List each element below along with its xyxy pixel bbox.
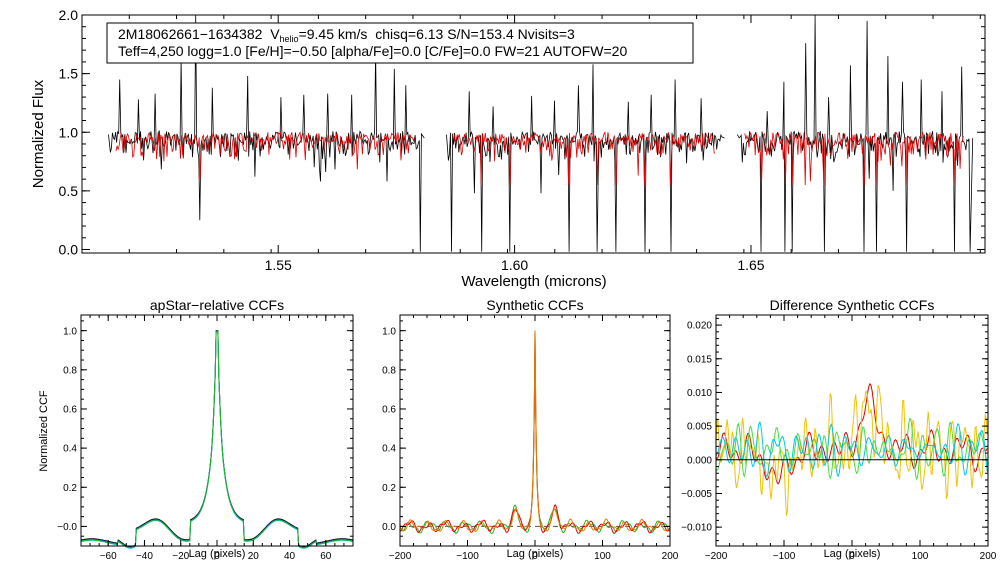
synthetic-ccf-x-tick-label: 200 xyxy=(662,551,679,562)
spectrum-observed-line xyxy=(446,64,725,252)
synthetic-ccf-series-line xyxy=(399,330,671,532)
apstar-ccf-x-tick-label: 20 xyxy=(248,551,260,562)
difference-ccf-y-tick-label: −0.005 xyxy=(681,489,712,500)
info-box-border xyxy=(106,22,694,64)
synthetic-ccf-title: Synthetic CCFs xyxy=(486,297,583,313)
apstar-ccf-y-tick-label: −0.0 xyxy=(57,522,77,533)
difference-ccf-y-tick-label: 0.015 xyxy=(687,354,712,365)
info-star-id: 2M18062661−1634382 xyxy=(118,26,263,42)
difference-ccf-x-tick-label: 200 xyxy=(980,551,997,562)
spectrum-y-tick-label: 1.0 xyxy=(59,124,79,140)
apstar-ccf-x-tick-label: −60 xyxy=(100,551,117,562)
apstar-ccf-x-tick-label: −40 xyxy=(136,551,153,562)
synthetic-ccf-y-tick-label: 0.0 xyxy=(382,522,396,533)
synthetic-ccf-ticks: −200 −100 0 100 200 0.0 0.2 0.4 0.6 0.8 1.0 xyxy=(382,315,679,562)
synthetic-ccf-panel: Synthetic CCFs −200 −100 0 100 200 0.0 0.2 0.4 0… xyxy=(382,297,679,562)
apstar-ccf-x-tick-label: 60 xyxy=(320,551,332,562)
synthetic-ccf-x-axis-label: Lag (pixels) xyxy=(507,548,564,560)
info-vhelio-prefix: V xyxy=(270,26,280,42)
apstar-ccf-series-line xyxy=(80,331,354,549)
apstar-ccf-x-tick-label: −20 xyxy=(172,551,189,562)
spectrum-x-axis-label: Wavelength (microns) xyxy=(461,273,606,290)
difference-ccf-x-tick-label: −100 xyxy=(773,551,796,562)
spectrum-y-tick-label: 0.5 xyxy=(59,183,79,199)
spectrum-curves xyxy=(108,14,974,252)
synthetic-ccf-x-tick-label: 100 xyxy=(594,551,611,562)
synthetic-ccf-y-tick-label: 0.2 xyxy=(382,483,396,494)
spectrum-y-tick-label: 1.5 xyxy=(59,66,79,82)
difference-ccf-panel: Difference Synthetic CCFs −200 −100 0 100 20… xyxy=(681,297,997,562)
spectrum-plot-frame xyxy=(81,14,986,254)
spectrum-y-tick-label: 0.0 xyxy=(59,242,79,258)
apstar-ccf-y-tick-label: 0.2 xyxy=(63,483,77,494)
apstar-ccf-title: apStar−relative CCFs xyxy=(150,297,284,313)
difference-ccf-x-tick-label: 0 xyxy=(849,551,855,562)
apstar-ccf-ticks: −60 −40 −20 0 20 40 60 −0.0 0.2 0.4 0.6 0.8 1.0 xyxy=(57,315,354,562)
difference-ccf-y-tick-label: 0.010 xyxy=(687,388,712,399)
info-stats: chisq=6.13 S/N=153.4 Nvisits=3 xyxy=(375,26,575,42)
spectrum-x-tick-label: 1.60 xyxy=(501,257,528,273)
info-vhelio-subscript: helio xyxy=(280,34,299,44)
synthetic-ccf-y-tick-label: 0.8 xyxy=(382,365,396,376)
info-vhelio-value: =9.45 km/s xyxy=(299,26,368,42)
spectrum-y-tick-label: 2.0 xyxy=(59,7,79,23)
difference-ccf-y-tick-label: 0.020 xyxy=(687,321,712,332)
difference-ccf-title: Difference Synthetic CCFs xyxy=(770,297,935,313)
difference-ccf-series-line xyxy=(715,417,988,481)
difference-ccf-y-tick-label: 0.005 xyxy=(687,422,712,433)
info-line-2: Teff=4,250 logg=1.0 [Fe/H]=−0.50 [alpha/… xyxy=(118,43,627,59)
spectrum-x-tick-label: 1.65 xyxy=(737,257,764,273)
difference-ccf-y-tick-label: −0.010 xyxy=(681,523,712,534)
spectrum-model-line xyxy=(115,131,415,180)
synthetic-ccf-curves xyxy=(399,330,671,535)
synthetic-ccf-y-tick-label: 0.4 xyxy=(382,444,396,455)
apstar-ccf-y-tick-label: 0.4 xyxy=(63,444,77,455)
spectrum-x-tick-label: 1.55 xyxy=(265,257,292,273)
apstar-ccf-x-tick-label: 0 xyxy=(214,551,220,562)
synthetic-ccf-x-tick-label: −200 xyxy=(389,551,412,562)
spectrum-model-line xyxy=(453,131,716,186)
spectrum-ticks: 1.55 1.60 1.65 0.0 0.5 1.0 1.5 2.0 xyxy=(59,7,985,273)
difference-ccf-x-tick-label: −200 xyxy=(705,551,728,562)
info-line-1: 2M18062661−1634382 Vhelio=9.45 km/s chis… xyxy=(118,26,575,44)
difference-ccf-x-tick-label: 100 xyxy=(912,551,929,562)
apstar-ccf-x-tick-label: 40 xyxy=(284,551,296,562)
apstar-ccf-y-tick-label: 0.8 xyxy=(63,365,77,376)
spectrum-y-axis-label: Normalized Flux xyxy=(30,79,47,188)
spectrum-observed-line xyxy=(736,14,974,252)
apstar-ccf-y-tick-label: 1.0 xyxy=(63,326,77,337)
difference-ccf-curves xyxy=(715,382,988,516)
apstar-ccf-x-axis-label: Lag (pixels) xyxy=(189,548,246,560)
difference-ccf-ticks: −200 −100 0 100 200 −0.010 −0.005 0.000 0.005 0.0… xyxy=(681,315,997,562)
difference-ccf-y-tick-label: 0.000 xyxy=(687,455,712,466)
apstar-ccf-y-tick-label: 0.6 xyxy=(63,405,77,416)
synthetic-ccf-y-tick-label: 1.0 xyxy=(382,326,396,337)
apstar-ccf-panel: apStar−relative CCFs −60 −40 −20 0 20 40 60 −0.… xyxy=(38,297,354,562)
spectrum-model-line xyxy=(744,131,964,186)
difference-ccf-series-line xyxy=(715,420,988,478)
spectrum-info-box: 2M18062661−1634382 Vhelio=9.45 km/s chis… xyxy=(106,22,694,64)
spectrum-panel: 1.55 1.60 1.65 0.0 0.5 1.0 1.5 2.0 2M18062661−1… xyxy=(30,7,986,290)
apstar-ccf-y-axis-label: Normalized CCF xyxy=(38,390,50,472)
synthetic-ccf-x-tick-label: −100 xyxy=(456,551,479,562)
synthetic-ccf-x-tick-label: 0 xyxy=(532,551,538,562)
difference-ccf-x-axis-label: Lag (pixels) xyxy=(824,548,881,560)
synthetic-ccf-y-tick-label: 0.6 xyxy=(382,405,396,416)
